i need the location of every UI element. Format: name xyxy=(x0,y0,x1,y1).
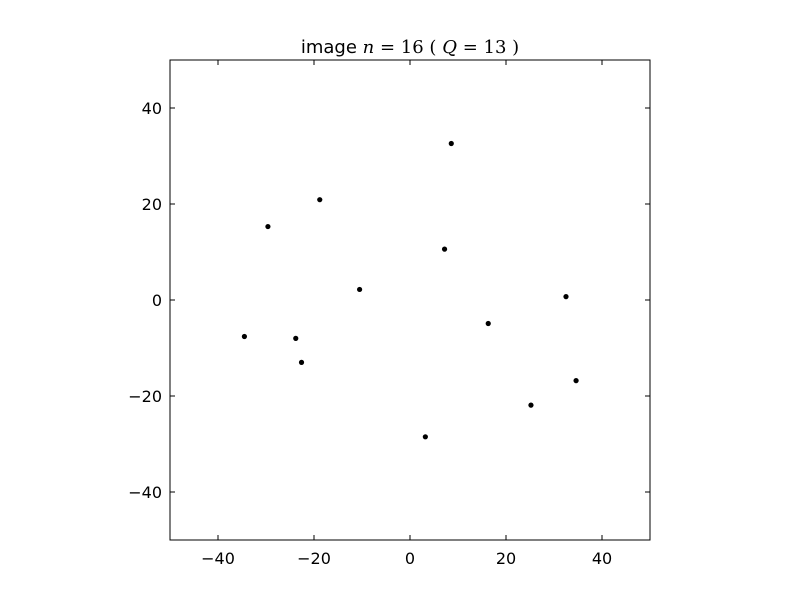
title-n-value: 16 xyxy=(401,37,424,58)
data-point xyxy=(357,286,363,293)
y-tick-label: 40 xyxy=(142,99,162,118)
y-tick-label: 0 xyxy=(152,291,162,310)
y-tick-label: −40 xyxy=(128,483,162,502)
data-point xyxy=(293,335,299,341)
y-tick-label: −20 xyxy=(128,387,162,406)
x-tick-label: 40 xyxy=(592,549,612,568)
x-tick-label: 0 xyxy=(405,549,415,568)
data-point xyxy=(317,197,323,203)
title-q-symbol: Q xyxy=(442,37,457,58)
y-tick-label: 20 xyxy=(142,195,162,214)
data-point xyxy=(563,294,569,300)
data-point xyxy=(485,320,491,327)
data-point xyxy=(241,333,247,340)
data-point xyxy=(422,434,428,440)
data-point xyxy=(573,378,579,384)
plot-area xyxy=(169,59,651,541)
data-point xyxy=(441,246,448,252)
x-tick-label: 20 xyxy=(496,549,516,568)
data-points xyxy=(241,140,579,440)
chart-title: image n = 16 ( Q = 13 ) xyxy=(301,37,519,58)
title-prefix: image xyxy=(301,37,357,58)
y-tick-labels: −40 −20 0 20 40 xyxy=(128,99,162,502)
axis-ticks xyxy=(170,60,650,540)
x-tick-labels: −40 −20 0 20 40 xyxy=(201,549,612,568)
data-point xyxy=(448,140,454,147)
title-q-value: 13 xyxy=(484,37,507,58)
x-tick-label: −40 xyxy=(201,549,235,568)
data-point xyxy=(265,223,271,230)
data-point xyxy=(528,402,534,408)
title-n-symbol: n xyxy=(363,37,375,58)
x-tick-label: −20 xyxy=(297,549,331,568)
data-point xyxy=(298,359,305,365)
